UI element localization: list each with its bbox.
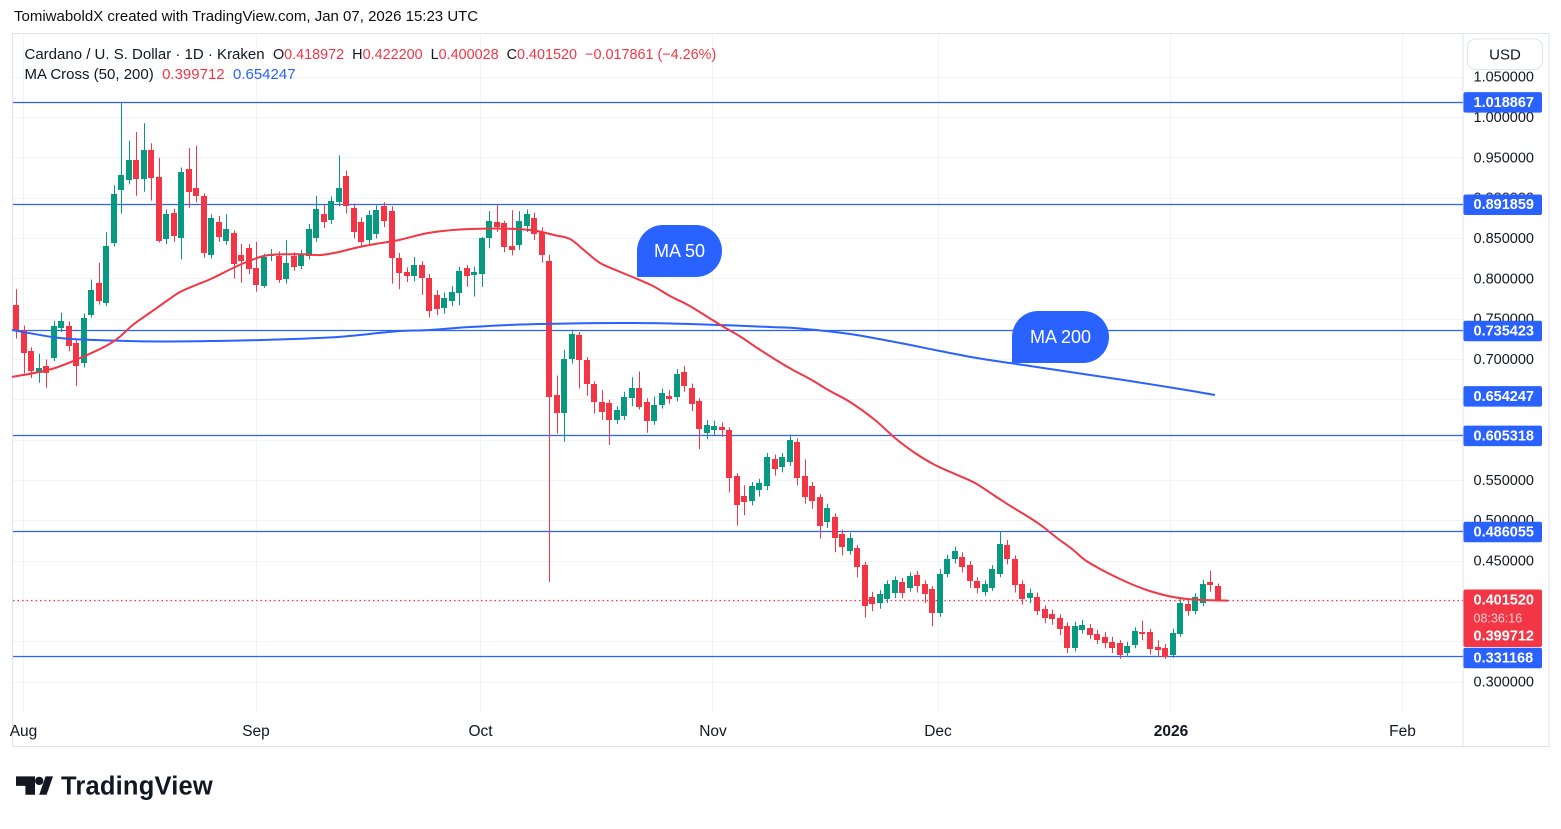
svg-text:0.401520: 0.401520: [1474, 593, 1534, 609]
svg-text:0.486055: 0.486055: [1474, 525, 1534, 541]
svg-text:0.331168: 0.331168: [1474, 651, 1534, 667]
svg-text:0.654247: 0.654247: [1474, 389, 1534, 405]
svg-text:Aug: Aug: [10, 723, 38, 740]
svg-text:Dec: Dec: [924, 723, 952, 740]
svg-text:1.000000: 1.000000: [1474, 110, 1534, 126]
svg-text:USD: USD: [1489, 47, 1521, 64]
svg-text:Oct: Oct: [468, 723, 493, 740]
svg-text:Nov: Nov: [699, 723, 727, 740]
svg-text:08:36:16: 08:36:16: [1474, 612, 1523, 626]
svg-text:0.800000: 0.800000: [1474, 271, 1534, 287]
svg-text:0.735423: 0.735423: [1474, 323, 1534, 339]
svg-text:0.450000: 0.450000: [1474, 554, 1534, 570]
svg-text:MA 200: MA 200: [1030, 327, 1091, 347]
svg-text:1.018867: 1.018867: [1474, 95, 1534, 111]
svg-text:2026: 2026: [1154, 723, 1189, 740]
svg-text:Sep: Sep: [242, 723, 270, 740]
svg-text:MA 50: MA 50: [654, 241, 705, 261]
svg-text:1.050000: 1.050000: [1474, 70, 1534, 86]
svg-text:0.605318: 0.605318: [1474, 428, 1534, 444]
svg-text:0.891859: 0.891859: [1474, 197, 1534, 213]
svg-text:Feb: Feb: [1389, 723, 1416, 740]
svg-text:0.300000: 0.300000: [1474, 675, 1534, 691]
svg-text:0.950000: 0.950000: [1474, 150, 1534, 166]
svg-text:0.550000: 0.550000: [1474, 473, 1534, 489]
svg-text:0.700000: 0.700000: [1474, 352, 1534, 368]
svg-text:0.399712: 0.399712: [1474, 629, 1534, 645]
svg-text:0.850000: 0.850000: [1474, 231, 1534, 247]
svg-text:TradingView: TradingView: [61, 773, 213, 801]
